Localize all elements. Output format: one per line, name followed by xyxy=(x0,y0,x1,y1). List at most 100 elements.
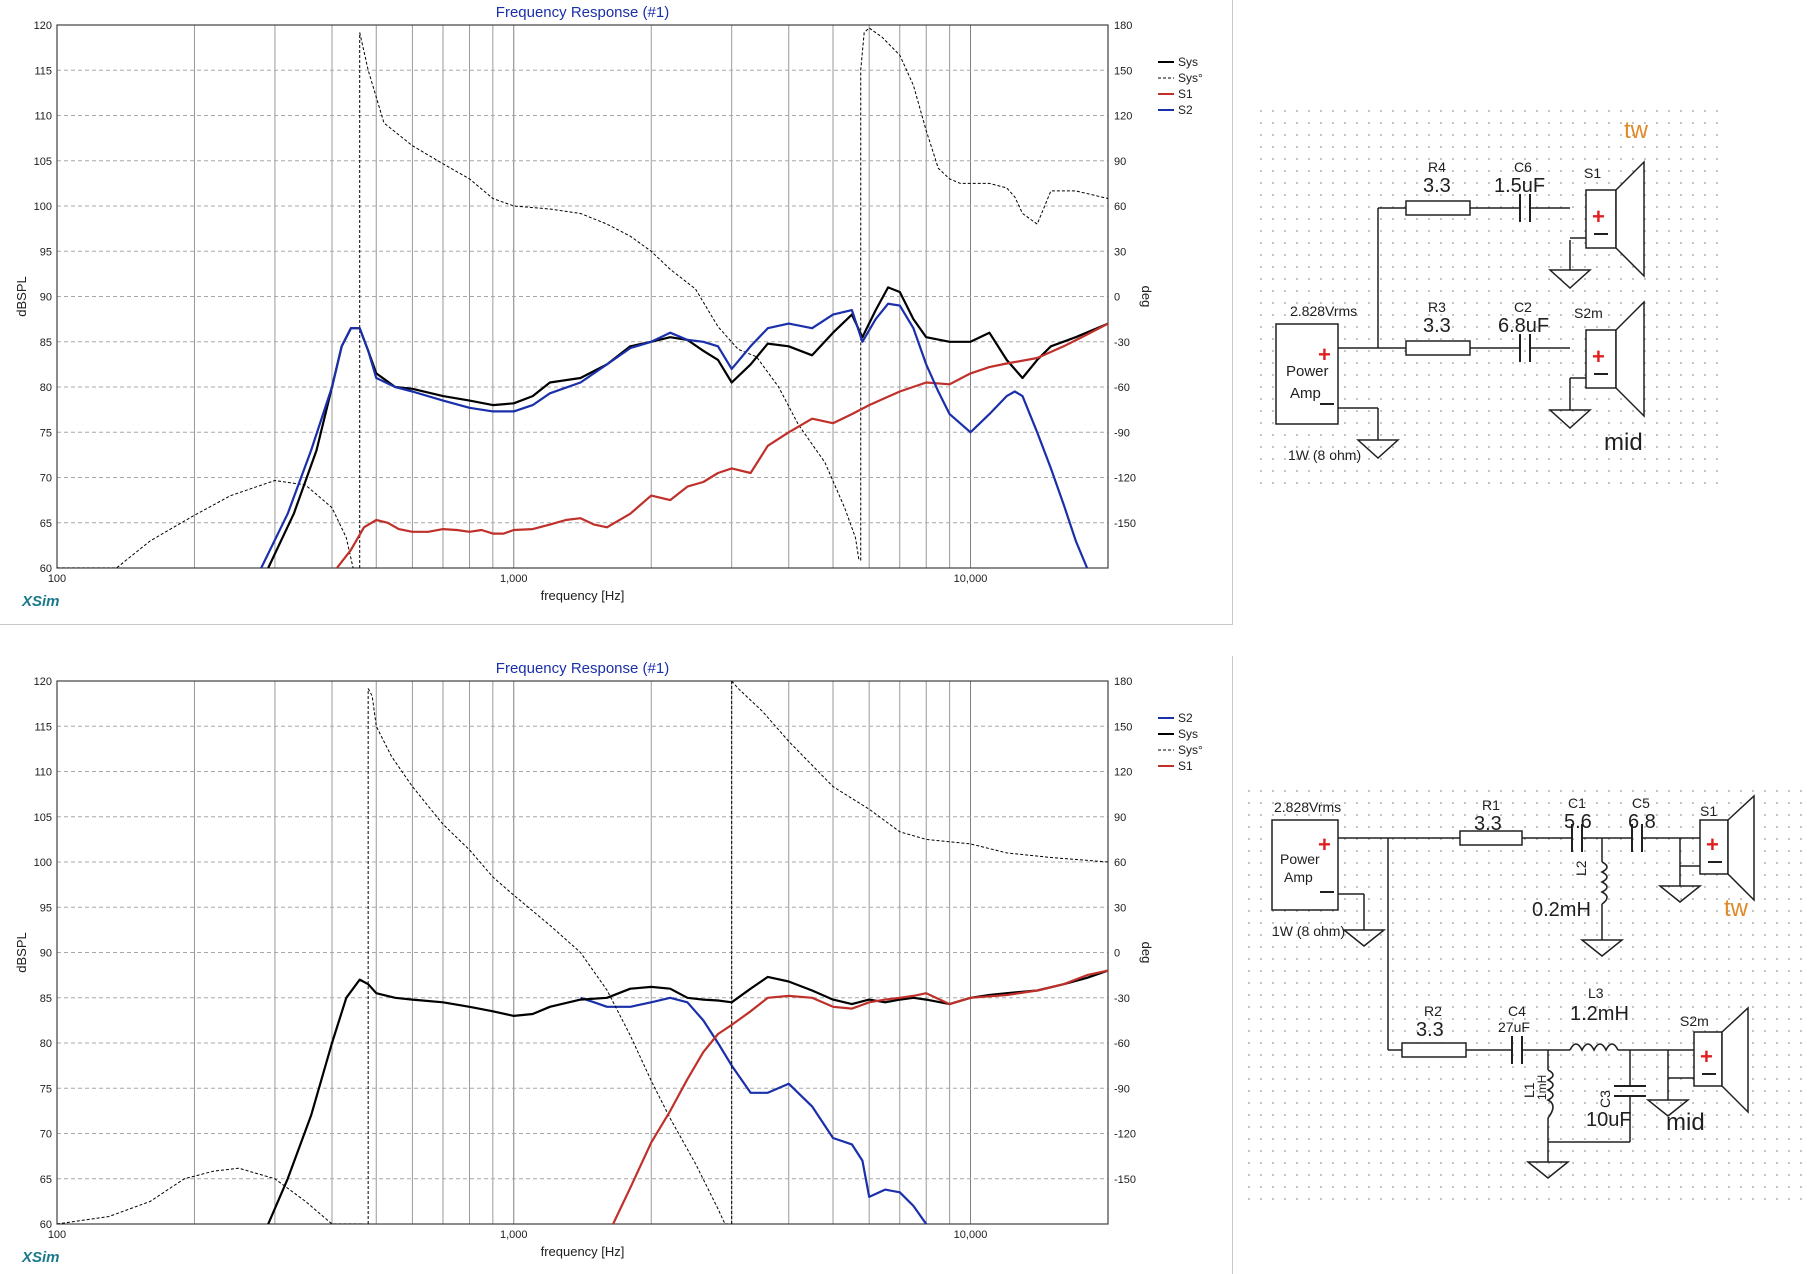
x-tick-label: 100 xyxy=(48,1229,66,1241)
capacitor-c3 xyxy=(1614,1085,1646,1097)
y-tick-label: 120 xyxy=(34,676,52,688)
y2-tick-label: 30 xyxy=(1114,902,1126,914)
crossover-schematic-top: tw mid R4 3.3 C6 1.5uF S1 R3 3.3 C2 6.8u… xyxy=(1248,110,1818,520)
l2-value: 0.2mH xyxy=(1532,899,1591,921)
y2-axis-label: deg xyxy=(1139,942,1154,964)
amp-label: Amp xyxy=(1284,869,1313,885)
legend-label: S2 xyxy=(1178,103,1193,117)
y2-tick-label: -120 xyxy=(1114,473,1136,485)
plot-frame xyxy=(56,24,1109,569)
l1-ref: L1 xyxy=(1521,1082,1537,1098)
s1-ref: S1 xyxy=(1584,165,1601,181)
y2-tick-label: 180 xyxy=(1114,676,1132,688)
y2-tick-label: 150 xyxy=(1114,65,1132,77)
x-tick-label: 10,000 xyxy=(954,573,988,585)
c5-value: 6.8 xyxy=(1628,811,1656,833)
series-line-sys-phase xyxy=(57,681,1108,1224)
r2-value: 3.3 xyxy=(1416,1019,1444,1041)
mid-label: mid xyxy=(1604,429,1643,456)
plot-frame xyxy=(56,680,1109,1225)
y2-tick-label: 60 xyxy=(1114,201,1126,213)
y-tick-label: 115 xyxy=(34,65,52,77)
power-label: Power xyxy=(1286,363,1329,380)
capacitor-c4 xyxy=(1511,1036,1523,1064)
y-tick-label: 80 xyxy=(40,1038,52,1050)
amp-label: Amp xyxy=(1290,385,1321,402)
legend-label: S2 xyxy=(1178,711,1193,725)
s2-ref: S2m xyxy=(1680,1013,1709,1029)
resistor-r2 xyxy=(1401,1042,1467,1058)
l2-ref: L2 xyxy=(1573,860,1589,876)
grid xyxy=(56,680,1109,1225)
s2-plus: + xyxy=(1700,1044,1713,1069)
y-tick-label: 60 xyxy=(40,563,52,575)
y2-axis-label: deg xyxy=(1139,286,1154,308)
r3-ref: R3 xyxy=(1428,299,1446,315)
amp-plus: + xyxy=(1318,342,1331,367)
c2-ref: C2 xyxy=(1514,299,1532,315)
legend: Sys Sys° S1 S2 xyxy=(1158,55,1203,117)
y-axis-label: dBSPL xyxy=(14,276,29,316)
tw-label: tw xyxy=(1624,117,1649,144)
series-line-sys xyxy=(267,969,1108,1224)
schematic-top-drawing: tw mid R4 3.3 C6 1.5uF S1 R3 3.3 C2 6.8u… xyxy=(1252,110,1722,490)
y2-tick-label: 180 xyxy=(1114,20,1132,32)
series-line-sys-phase xyxy=(57,27,1108,568)
c1-value: 5.6 xyxy=(1564,811,1592,833)
y2-tick-label: -60 xyxy=(1114,1038,1130,1050)
xsim-watermark: XSim xyxy=(21,593,60,610)
l3-value: 1.2mH xyxy=(1570,1003,1629,1025)
series-group xyxy=(57,681,1108,1224)
y-axis-label: dBSPL xyxy=(14,932,29,972)
r4-value: 3.3 xyxy=(1423,175,1451,197)
inductor-l3 xyxy=(1569,1043,1619,1052)
y-tick-label: 70 xyxy=(40,473,52,485)
y2-tick-label: -30 xyxy=(1114,337,1130,349)
c5-ref: C5 xyxy=(1632,795,1650,811)
y-tick-label: 100 xyxy=(34,201,52,213)
speaker-s2-symbol xyxy=(1693,1006,1749,1114)
y2-tick-label: -120 xyxy=(1114,1129,1136,1141)
capacitor-c6 xyxy=(1519,194,1531,222)
c3-ref: C3 xyxy=(1597,1090,1613,1108)
c4-ref: C4 xyxy=(1508,1003,1526,1019)
speaker-s2-symbol xyxy=(1585,300,1645,418)
x-tick-label: 10,000 xyxy=(954,1229,988,1241)
capacitor-c1 xyxy=(1571,824,1583,852)
ground-symbols xyxy=(1356,269,1592,460)
series-line-s1 xyxy=(336,322,1108,568)
y-tick-label: 65 xyxy=(40,1174,52,1186)
y2-tick-label: 120 xyxy=(1114,111,1132,123)
y2-tick-label: 150 xyxy=(1114,721,1132,733)
amp-plus: + xyxy=(1318,832,1331,857)
y2-tick-label: 120 xyxy=(1114,767,1132,779)
series-line-s2 xyxy=(580,996,928,1224)
grid-dots xyxy=(1252,110,1722,490)
series-line-s1 xyxy=(612,969,1108,1224)
y2-tick-label: -90 xyxy=(1114,1083,1130,1095)
y2-tick-label: 30 xyxy=(1114,246,1126,258)
schematic-bottom-drawing: 2.828Vrms Power Amp 1W (8 ohm) + R1 3.3 … xyxy=(1248,790,1808,1210)
c3-value: 10uF xyxy=(1586,1109,1632,1131)
inductor-l2 xyxy=(1600,861,1608,905)
s1-plus: + xyxy=(1706,832,1719,857)
r2-ref: R2 xyxy=(1424,1003,1442,1019)
power-amp-box xyxy=(1271,819,1339,911)
source-voltage: 2.828Vrms xyxy=(1290,303,1357,319)
c6-ref: C6 xyxy=(1514,159,1532,175)
resistor-r4 xyxy=(1405,200,1471,216)
y-tick-label: 100 xyxy=(34,857,52,869)
y-tick-label: 85 xyxy=(40,337,52,349)
power-label: Power xyxy=(1280,851,1320,867)
inductor-l1 xyxy=(1546,1069,1554,1119)
chart-title: Frequency Response (#1) xyxy=(496,660,669,677)
chart-title: Frequency Response (#1) xyxy=(496,4,669,21)
y-tick-label: 115 xyxy=(34,721,52,733)
y-tick-label: 110 xyxy=(34,767,52,779)
y-tick-label: 75 xyxy=(40,1083,52,1095)
x-axis-label: frequency [Hz] xyxy=(541,1244,625,1259)
y-tick-label: 70 xyxy=(40,1129,52,1141)
y2-tick-label: -150 xyxy=(1114,518,1136,530)
r1-ref: R1 xyxy=(1482,797,1500,813)
s1-plus: + xyxy=(1592,204,1605,229)
